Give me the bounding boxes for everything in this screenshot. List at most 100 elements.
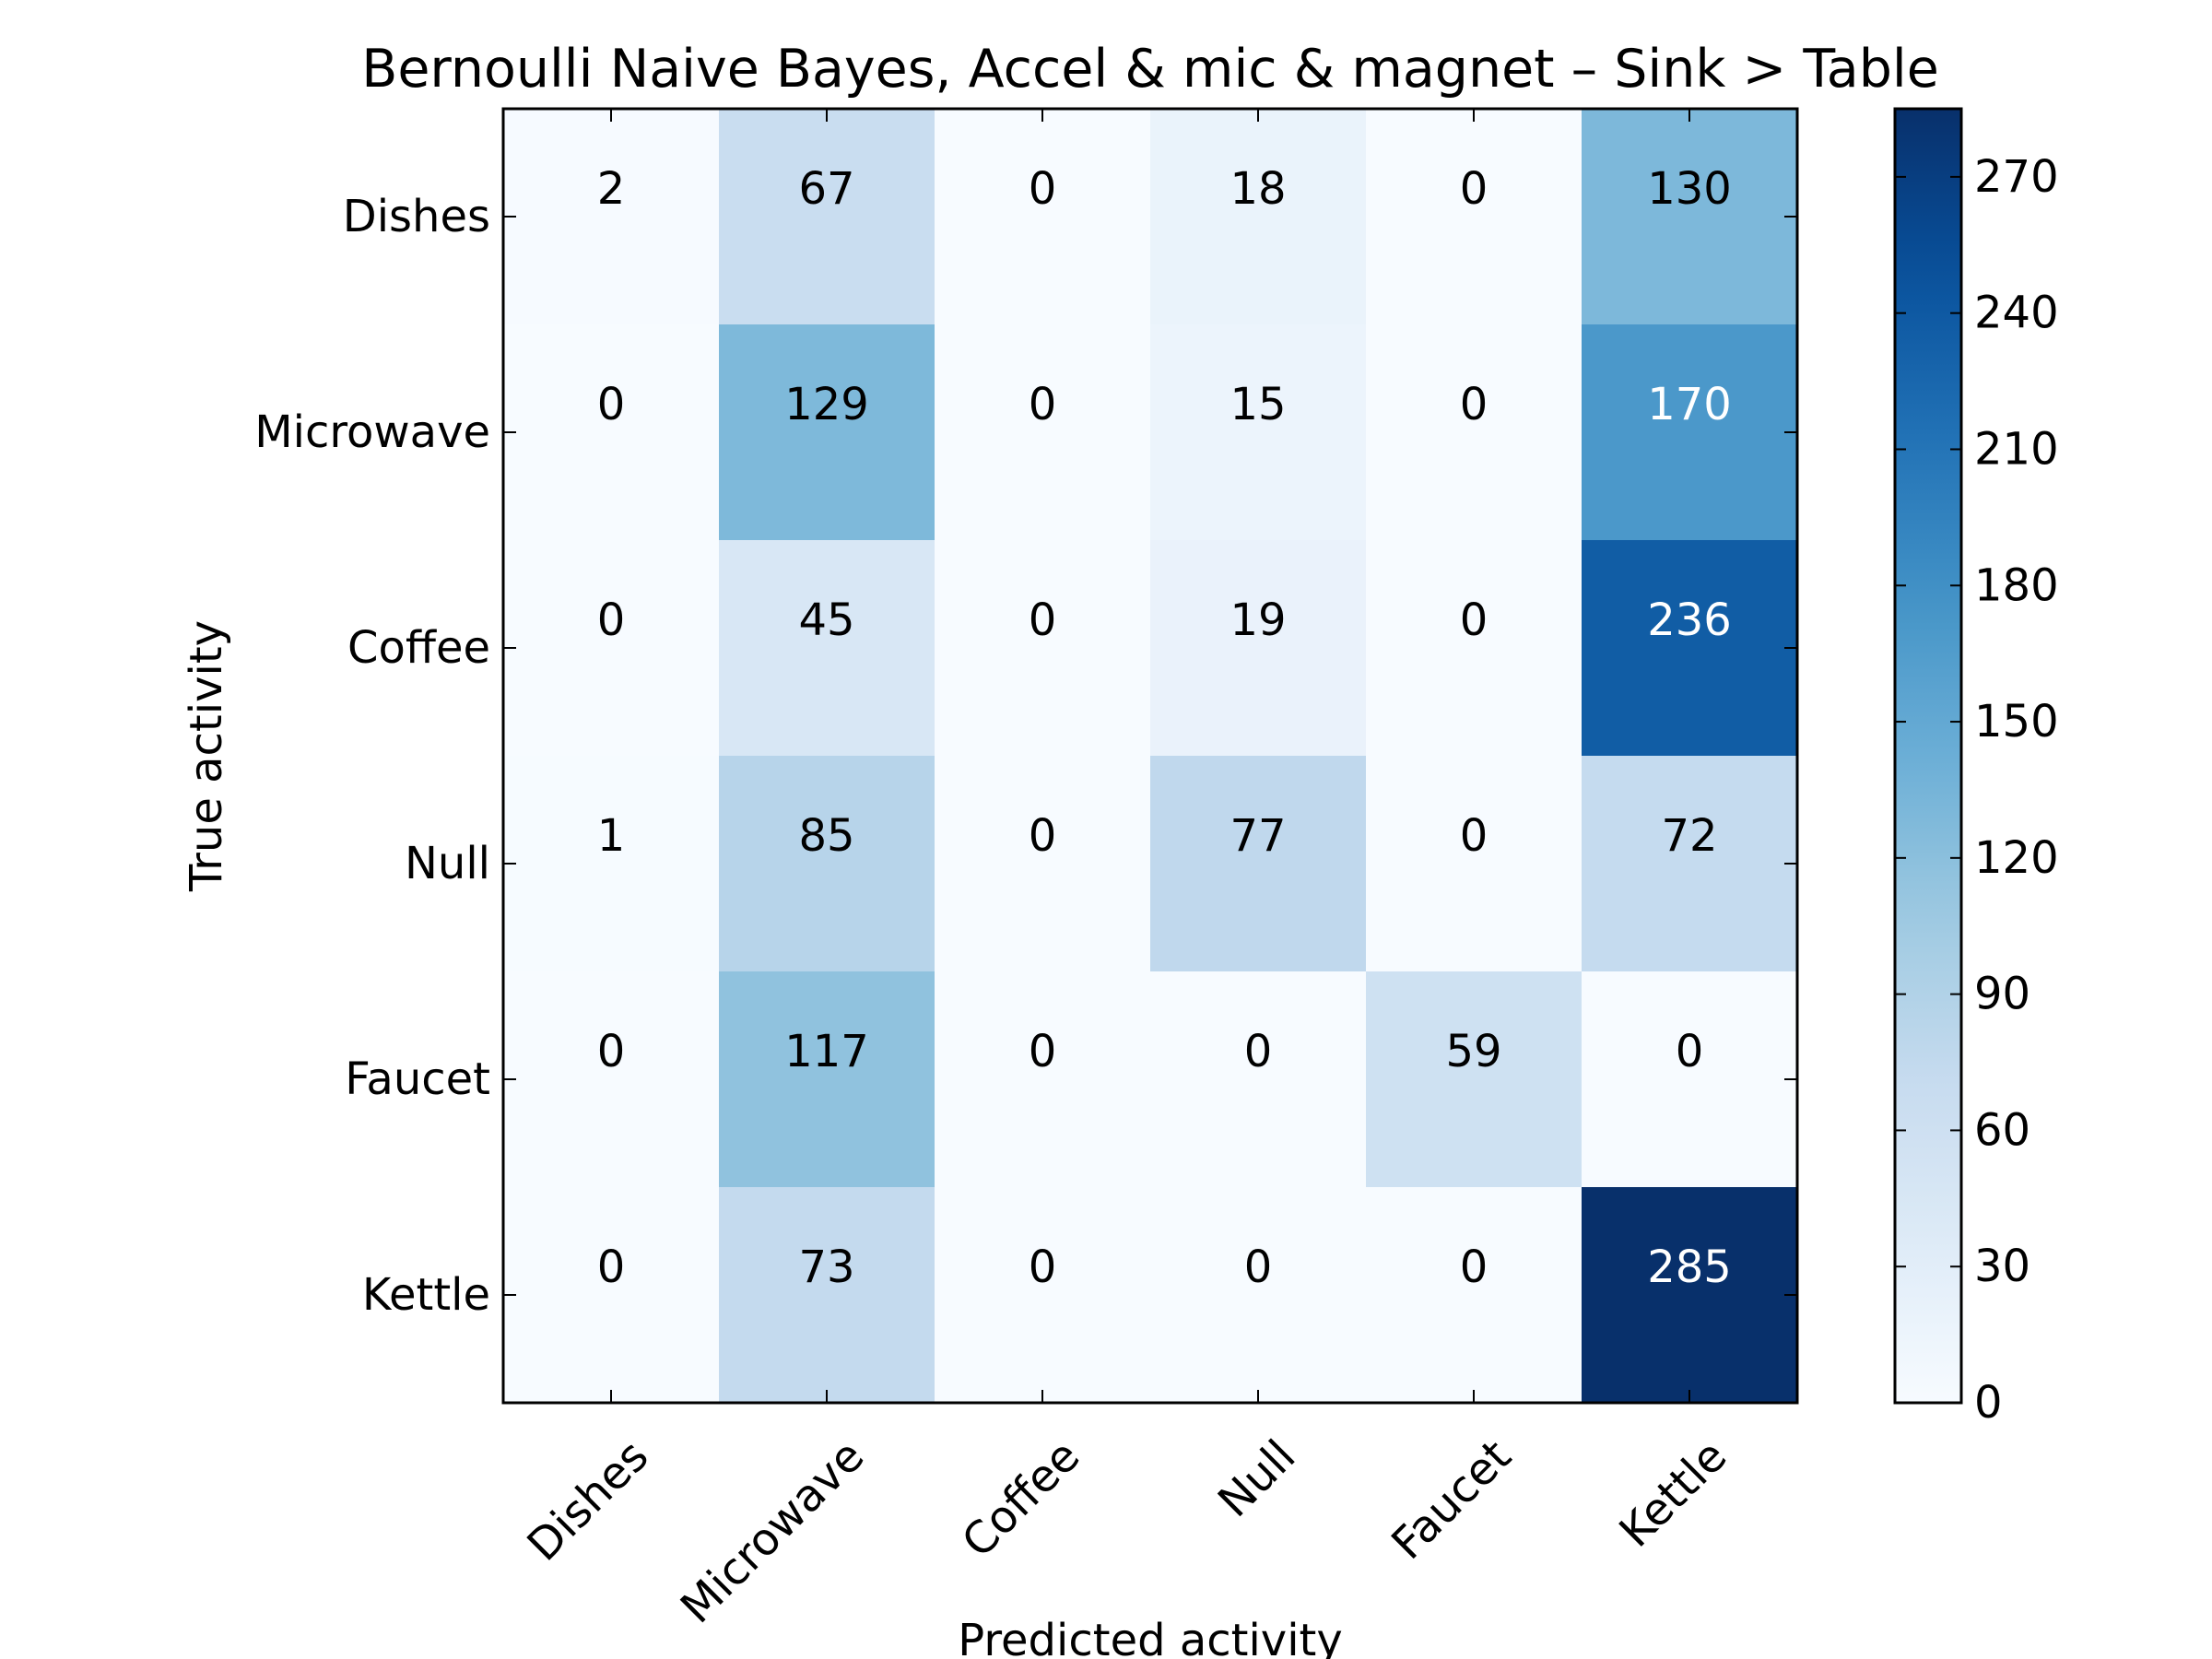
heatmap-cell (935, 756, 1151, 972)
axis-ticks (503, 109, 1797, 1403)
colorbar-ticks: 0 30 60 90 120 150 180 210 240 270 (1895, 151, 2059, 1429)
heatmap-cell (935, 109, 1151, 325)
cell-value-label: 67 (798, 163, 854, 215)
heatmap-cell (503, 756, 720, 972)
cell-value-label: 0 (597, 1026, 626, 1077)
cell-value-label: 85 (798, 810, 854, 862)
heatmap-cell (935, 1187, 1151, 1404)
cell-value-label: 1 (597, 810, 626, 862)
cell-value-label: 0 (1029, 1026, 1057, 1077)
cell-value-label: 45 (798, 594, 854, 646)
heatmap-cell (1366, 324, 1583, 541)
cell-value-label: 72 (1661, 810, 1717, 862)
heatmap-cell (719, 971, 935, 1188)
cell-value-label: 0 (597, 594, 626, 646)
y-tick-label: Null (405, 838, 490, 889)
cell-value-label: 77 (1230, 810, 1286, 862)
cell-value-label: 0 (1029, 379, 1057, 430)
cell-value-label: 2 (597, 163, 626, 215)
heatmap-cell (1582, 756, 1798, 972)
cell-value-label: 0 (1029, 810, 1057, 862)
cell-value-label: 236 (1647, 594, 1732, 646)
colorbar-tick-label: 240 (1974, 288, 2059, 339)
heatmap-cell (1366, 109, 1583, 325)
y-tick-labels: Dishes Microwave Coffee Null Faucet Kettle (254, 191, 490, 1321)
heatmap-cell (1150, 324, 1367, 541)
x-tick-label: Faucet (1382, 1430, 1521, 1570)
cell-value-label: 73 (798, 1241, 854, 1293)
cell-value-labels: 2 67 0 18 0 130 0 129 0 15 0 170 0 45 0 19 0 236 1 85 0 77 0 72… (597, 163, 1732, 1293)
heatmap-cell (503, 971, 720, 1188)
heatmap-cells (503, 109, 1798, 1404)
cell-value-label: 0 (1029, 1241, 1057, 1293)
colorbar-tick-label: 120 (1974, 832, 2059, 884)
heatmap-cell (719, 756, 935, 972)
cell-value-label: 15 (1230, 379, 1286, 430)
heatmap-cell (935, 324, 1151, 541)
cell-value-label: 0 (1460, 810, 1488, 862)
cell-value-label: 18 (1230, 163, 1286, 215)
heatmap-cell (935, 971, 1151, 1188)
heatmap-cell (1582, 109, 1798, 325)
cell-value-label: 0 (1460, 1241, 1488, 1293)
heatmap-cell (719, 540, 935, 757)
plot-frame (501, 107, 1799, 1405)
colorbar (1893, 107, 1963, 1405)
x-tick-label: Null (1208, 1430, 1305, 1527)
y-tick-label: Microwave (254, 406, 490, 458)
heatmap-cell (1150, 971, 1367, 1188)
heatmap-cell (719, 109, 935, 325)
heatmap-cell (503, 109, 720, 325)
heatmap-cell (1366, 1187, 1583, 1404)
y-tick-label: Coffee (347, 622, 490, 674)
cell-value-label: 130 (1647, 163, 1732, 215)
heatmap-cell (1150, 1187, 1367, 1404)
y-axis-label: True activity (181, 620, 232, 892)
cell-value-label: 0 (1676, 1026, 1704, 1077)
y-tick-label: Kettle (362, 1269, 490, 1321)
colorbar-tick-label: 60 (1974, 1104, 2030, 1156)
cell-value-label: 19 (1230, 594, 1286, 646)
cell-value-label: 0 (597, 379, 626, 430)
heatmap-cell (1366, 756, 1583, 972)
heatmap-cell (1150, 109, 1367, 325)
heatmap-cell (1366, 540, 1583, 757)
cell-value-label: 170 (1647, 379, 1732, 430)
cell-value-label: 0 (1460, 163, 1488, 215)
heatmap-cell (1582, 971, 1798, 1188)
cell-value-label: 59 (1445, 1026, 1501, 1077)
cell-value-label: 129 (784, 379, 869, 430)
x-tick-label: Microwave (671, 1430, 874, 1633)
cell-value-label: 0 (1029, 163, 1057, 215)
heatmap-cell (503, 1187, 720, 1404)
heatmap-cell (719, 1187, 935, 1404)
y-tick-label: Faucet (345, 1053, 490, 1105)
heatmap-cell (935, 540, 1151, 757)
cell-value-label: 117 (784, 1026, 869, 1077)
colorbar-tick-label: 150 (1974, 696, 2059, 747)
cell-value-label: 0 (1029, 594, 1057, 646)
heatmap-cell (503, 540, 720, 757)
heatmap-cell (719, 324, 935, 541)
colorbar-tick-label: 30 (1974, 1241, 2030, 1292)
x-tick-label: Kettle (1609, 1430, 1736, 1558)
y-tick-label: Dishes (343, 191, 490, 242)
heatmap-cell (1582, 324, 1798, 541)
heatmap-cell (1582, 540, 1798, 757)
heatmap-cell (1150, 540, 1367, 757)
cell-value-label: 0 (1460, 379, 1488, 430)
heatmap-cell (1366, 971, 1583, 1188)
colorbar-tick-label: 90 (1974, 969, 2030, 1020)
x-tick-label: Coffee (952, 1430, 1089, 1568)
cell-value-label: 0 (597, 1241, 626, 1293)
x-axis-label: Predicted activity (958, 1615, 1343, 1659)
cell-value-label: 0 (1244, 1241, 1273, 1293)
cell-value-label: 0 (1244, 1026, 1273, 1077)
cell-value-label: 0 (1460, 594, 1488, 646)
heatmap-cell (1150, 756, 1367, 972)
cell-value-label: 285 (1647, 1241, 1732, 1293)
colorbar-tick-label: 270 (1974, 151, 2059, 203)
colorbar-tick-label: 210 (1974, 423, 2059, 475)
